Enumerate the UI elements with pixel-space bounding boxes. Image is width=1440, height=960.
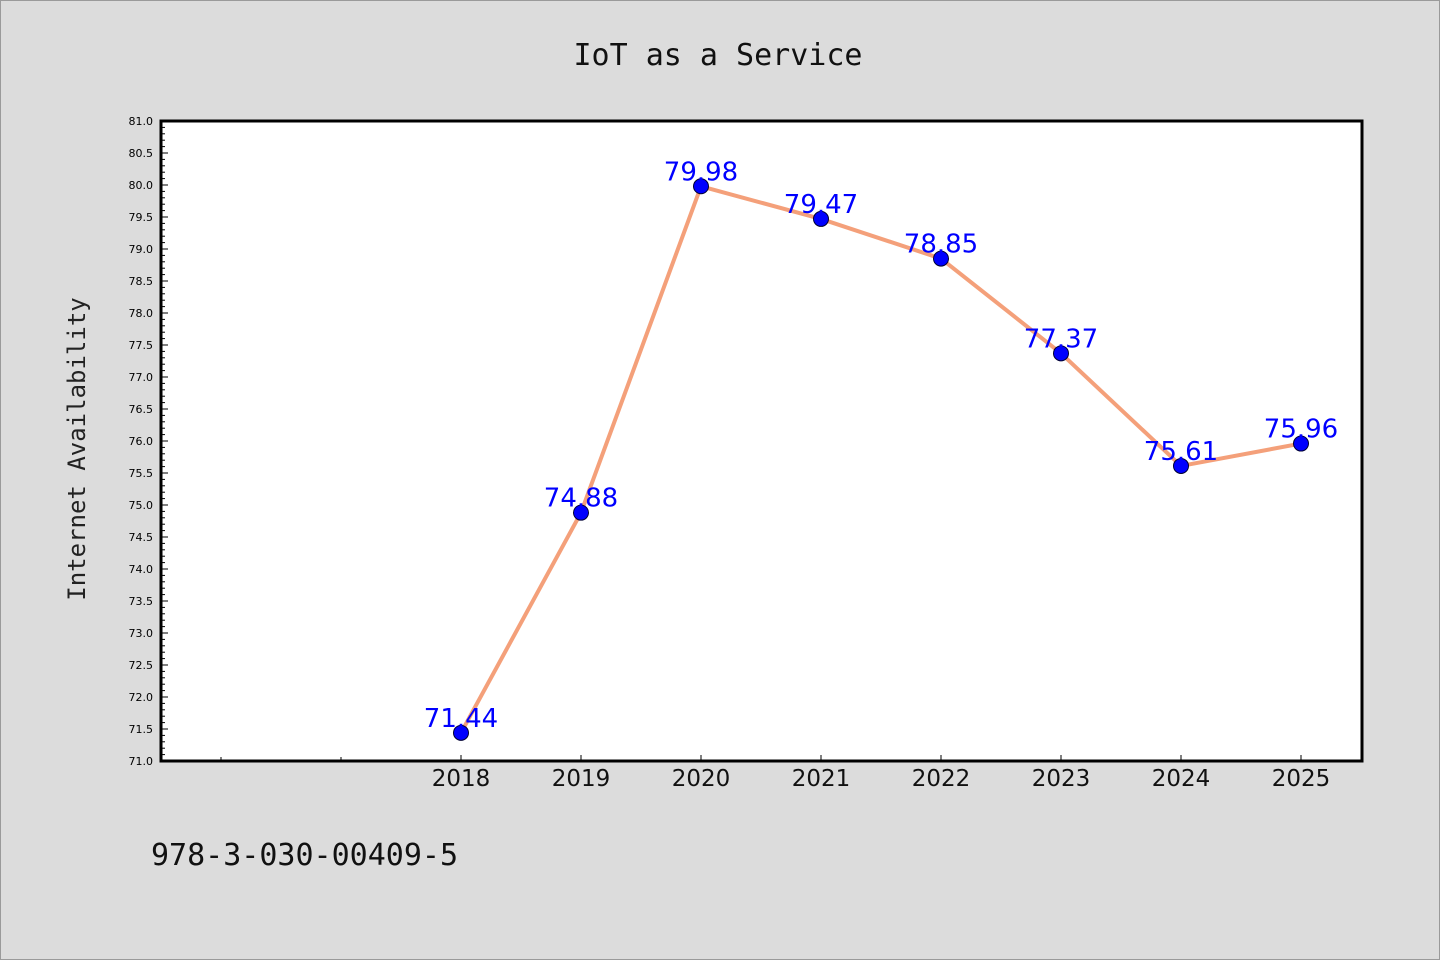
data-point [573, 504, 589, 521]
y-tick-label: 77.0 [129, 371, 154, 384]
plot-area [159, 119, 1364, 763]
data-label: 79.47 [784, 190, 858, 220]
y-tick-label: 81.0 [129, 115, 154, 128]
y-tick-label: 79.0 [129, 243, 154, 256]
y-tick-label: 72.5 [129, 659, 154, 672]
y-tick-label: 80.0 [129, 179, 154, 192]
y-tick-label: 79.5 [129, 211, 154, 224]
y-tick-label: 75.5 [129, 467, 154, 480]
data-label: 71.44 [424, 704, 498, 734]
y-tick-label: 80.5 [129, 147, 154, 160]
data-label: 79.98 [664, 157, 738, 187]
footer-code: 978-3-030-00409-5 [151, 838, 458, 873]
y-tick-label: 71.0 [129, 755, 154, 768]
x-tick-label: 2023 [1032, 766, 1091, 792]
x-tick-label: 2025 [1272, 766, 1331, 792]
data-label: 75.96 [1264, 415, 1338, 445]
data-point [933, 250, 949, 267]
x-tick-label: 2019 [552, 766, 611, 792]
x-tick-label: 2018 [432, 766, 491, 792]
x-tick-label: 2024 [1152, 766, 1211, 792]
y-axis-label: Internet Availability [63, 297, 91, 600]
data-point [1053, 345, 1069, 362]
y-tick-label: 72.0 [129, 691, 154, 704]
chart-title: IoT as a Service [574, 38, 863, 73]
data-point [813, 210, 829, 227]
y-tick-label: 71.5 [129, 723, 154, 736]
y-tick-label: 78.0 [129, 307, 154, 320]
y-tick-label: 74.5 [129, 531, 154, 544]
y-tick-label: 73.0 [129, 627, 154, 640]
y-axis: 71.0 71.5 72.0 72.5 73.0 73.5 74.0 74.5 75.0 75.5… [129, 115, 168, 768]
data-label: 74.88 [544, 484, 618, 514]
x-tick-label: 2022 [912, 766, 971, 792]
x-tick-label: 2020 [672, 766, 731, 792]
data-point [693, 178, 709, 195]
data-label: 77.37 [1024, 324, 1098, 354]
data-point [1293, 435, 1309, 452]
y-tick-label: 74.0 [129, 563, 154, 576]
data-label: 75.61 [1144, 437, 1218, 467]
series-line [459, 184, 1303, 735]
data-label: 78.85 [904, 230, 978, 260]
x-axis: 2018 2019 2020 2021 2022 2023 2024 2025 [220, 755, 1331, 792]
y-tick-label: 78.5 [129, 275, 154, 288]
y-tick-label: 76.0 [129, 435, 154, 448]
data-point [1173, 457, 1189, 474]
series-layer: 71.44 74.88 79.98 79.47 78.85 77.37 75.61 75.96 [424, 157, 1338, 741]
y-tick-label: 76.5 [129, 403, 154, 416]
data-point [453, 724, 469, 741]
x-tick-label: 2021 [792, 766, 851, 792]
y-tick-label: 73.5 [129, 595, 154, 608]
y-tick-label: 77.5 [129, 339, 154, 352]
y-tick-label: 75.0 [129, 499, 154, 512]
